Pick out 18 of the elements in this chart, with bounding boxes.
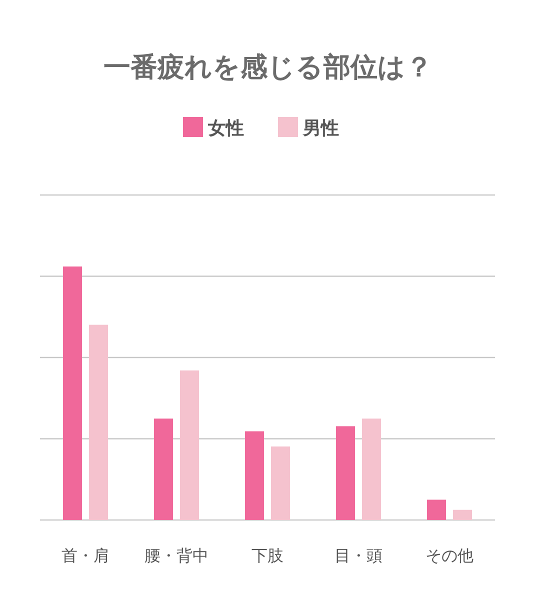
bar: [63, 266, 82, 520]
chart-title: 一番疲れを感じる部位は？: [104, 52, 432, 83]
bar: [245, 431, 264, 520]
x-tick-label: その他: [426, 546, 474, 565]
legend-label: 女性: [207, 118, 244, 139]
x-tick-label: 目・頭: [334, 546, 382, 565]
x-tick-label: 腰・背中: [144, 546, 208, 565]
bar: [427, 500, 446, 520]
x-tick-label: 首・肩: [62, 546, 110, 565]
bar: [180, 370, 199, 520]
bar: [336, 426, 355, 520]
x-tick-label: 下肢: [252, 546, 284, 565]
bar: [89, 324, 108, 520]
bar: [362, 418, 381, 520]
bar: [271, 446, 290, 520]
bar: [453, 510, 472, 520]
bar: [154, 418, 173, 520]
legend-label: 男性: [302, 118, 339, 139]
